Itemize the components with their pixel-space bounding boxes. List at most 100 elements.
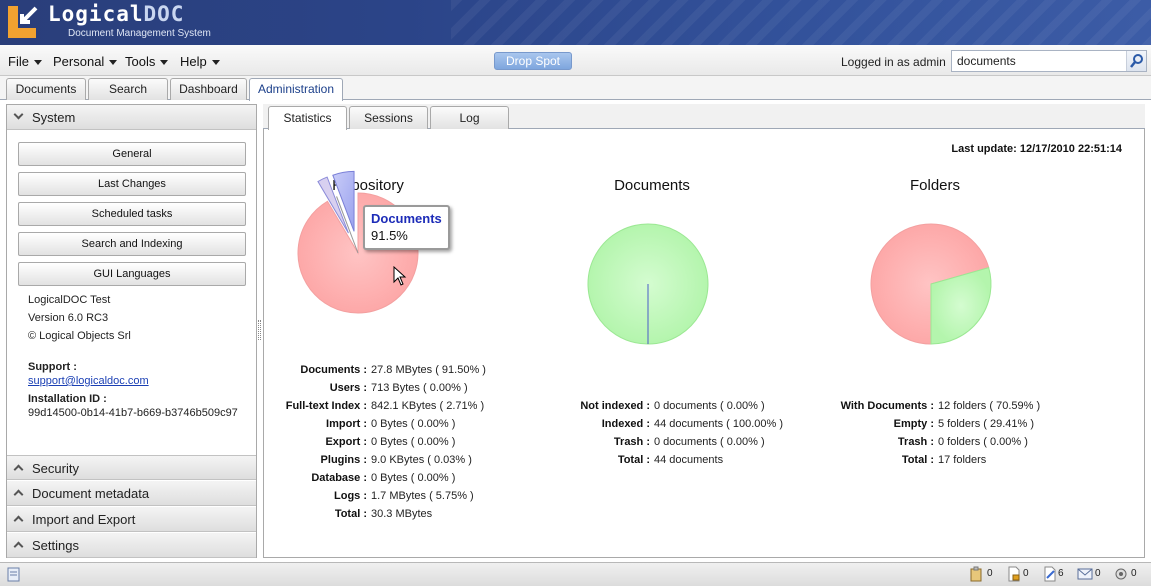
header-pattern <box>451 0 1151 45</box>
search-box <box>951 50 1147 72</box>
notes-icon[interactable] <box>6 566 22 582</box>
installation-id: 99d14500-0b14-41b7-b669-b3746b509c97 <box>28 407 238 419</box>
stat-label: Trash : <box>897 436 934 448</box>
section-security-header[interactable]: Security <box>7 455 256 480</box>
tab-dashboard[interactable]: Dashboard <box>170 78 247 100</box>
messages-icon[interactable] <box>1077 566 1093 582</box>
stat-label: Total : <box>334 508 367 520</box>
stat-label: Total : <box>901 454 934 466</box>
stat-label: Export : <box>325 436 367 448</box>
tooltip-value: 91.5% <box>371 228 408 243</box>
support-label: Support : <box>28 361 77 373</box>
admin-sidebar: System General Last Changes Scheduled ta… <box>6 104 257 558</box>
stat-label: Empty : <box>893 418 934 430</box>
locked-documents-icon[interactable] <box>1006 566 1022 582</box>
stat-value: 17 folders <box>938 454 987 466</box>
logged-in-label: Logged in as admin <box>841 55 946 69</box>
chevron-up-icon <box>13 541 24 552</box>
section-system-label: System <box>32 110 76 125</box>
stat-label: Not indexed : <box>580 400 650 412</box>
menu-tools[interactable]: Tools <box>125 54 169 69</box>
messages-count: 0 <box>1095 568 1101 579</box>
stat-value: 0 folders ( 0.00% ) <box>938 436 1028 448</box>
copyright: © Logical Objects Srl <box>28 330 131 342</box>
chevron-up-icon <box>13 464 24 475</box>
checked-out-documents-count: 6 <box>1058 568 1064 579</box>
stat-value: 12 folders ( 70.59% ) <box>938 400 1041 412</box>
installation-label: Installation ID : <box>28 393 107 405</box>
stat-value: 30.3 MBytes <box>371 508 433 520</box>
gui-languages-button[interactable]: GUI Languages <box>18 262 246 286</box>
stat-value: 1.7 MBytes ( 5.75% ) <box>371 490 474 502</box>
menu-help[interactable]: Help <box>180 54 220 69</box>
events-icon[interactable] <box>1113 566 1129 582</box>
stat-label: Indexed : <box>601 418 650 430</box>
stat-value: 44 documents <box>654 454 724 466</box>
tab-statistics[interactable]: Statistics <box>268 106 347 130</box>
stat-label: Total : <box>617 454 650 466</box>
section-settings-header[interactable]: Settings <box>7 533 256 558</box>
stat-value: 842.1 KBytes ( 2.71% ) <box>371 400 485 412</box>
last-update: Last update: 12/17/2010 22:51:14 <box>951 143 1122 155</box>
stat-value: 27.8 MBytes ( 91.50% ) <box>371 364 486 376</box>
stat-label: Database : <box>311 472 367 484</box>
chevron-down-icon <box>13 109 24 120</box>
stat-value: 9.0 KBytes ( 0.03% ) <box>371 454 472 466</box>
general-button[interactable]: General <box>18 142 246 166</box>
logo-subtitle: Document Management System <box>68 28 211 39</box>
chevron-up-icon <box>13 515 24 526</box>
scheduled-tasks-button[interactable]: Scheduled tasks <box>18 202 246 226</box>
search-button[interactable] <box>1126 51 1146 71</box>
section-security-label: Security <box>32 461 79 476</box>
support-email-link[interactable]: support@logicaldoc.com <box>28 375 149 387</box>
panel-splitter[interactable] <box>258 320 261 340</box>
clipboard-icon[interactable] <box>969 566 985 582</box>
chevron-down-icon <box>109 60 118 66</box>
tab-search[interactable]: Search <box>88 78 168 100</box>
section-system-header[interactable]: System <box>7 105 256 130</box>
last-changes-button[interactable]: Last Changes <box>18 172 246 196</box>
logo-title: LogicalDOC <box>48 2 185 26</box>
search-input[interactable] <box>952 51 1122 71</box>
mouse-cursor-icon <box>393 266 407 286</box>
stat-value: 44 documents ( 100.00% ) <box>654 418 784 430</box>
stat-value: 0 Bytes ( 0.00% ) <box>371 418 456 430</box>
section-import-export-header[interactable]: Import and Export <box>7 507 256 532</box>
checked-out-documents-icon[interactable] <box>1042 566 1058 582</box>
section-document-metadata-header[interactable]: Document metadata <box>7 481 256 506</box>
chevron-down-icon <box>160 60 169 66</box>
stat-value: 713 Bytes ( 0.00% ) <box>371 382 468 394</box>
chart-tooltip: Documents 91.5% <box>363 205 450 250</box>
stat-label: Users : <box>329 382 367 394</box>
chevron-up-icon <box>13 489 24 500</box>
drop-spot-button[interactable]: Drop Spot <box>494 52 572 70</box>
tab-documents[interactable]: Documents <box>6 78 86 100</box>
logicaldoc-logo-icon <box>8 6 38 38</box>
clipboard-count: 0 <box>987 568 993 579</box>
stat-value: 0 Bytes ( 0.00% ) <box>371 436 456 448</box>
search-icon <box>1130 54 1143 68</box>
stat-label: Logs : <box>334 490 367 502</box>
status-bar <box>0 562 1151 586</box>
stat-value: 0 documents ( 0.00% ) <box>654 400 765 412</box>
stat-value: 5 folders ( 29.41% ) <box>938 418 1034 430</box>
search-indexing-button[interactable]: Search and Indexing <box>18 232 246 256</box>
stat-label: Import : <box>326 418 367 430</box>
tab-administration[interactable]: Administration <box>249 78 343 101</box>
stat-value: 0 documents ( 0.00% ) <box>654 436 765 448</box>
chevron-down-icon <box>211 60 220 66</box>
locked-documents-count: 0 <box>1023 568 1029 579</box>
stat-label: Plugins : <box>320 454 367 466</box>
events-count: 0 <box>1131 568 1137 579</box>
product-version: Version 6.0 RC3 <box>28 312 109 324</box>
tab-log[interactable]: Log <box>430 106 509 129</box>
tab-sessions[interactable]: Sessions <box>349 106 428 129</box>
section-import-export-label: Import and Export <box>32 512 136 527</box>
app-header: LogicalDOC Document Management System <box>0 0 1151 45</box>
menu-personal[interactable]: Personal <box>53 54 118 69</box>
menu-file[interactable]: File <box>8 54 42 69</box>
chart-title-repository: Repository <box>332 177 404 194</box>
section-settings-label: Settings <box>32 538 79 553</box>
stat-value: 0 Bytes ( 0.00% ) <box>371 472 456 484</box>
stat-label: Full-text Index : <box>285 400 367 412</box>
